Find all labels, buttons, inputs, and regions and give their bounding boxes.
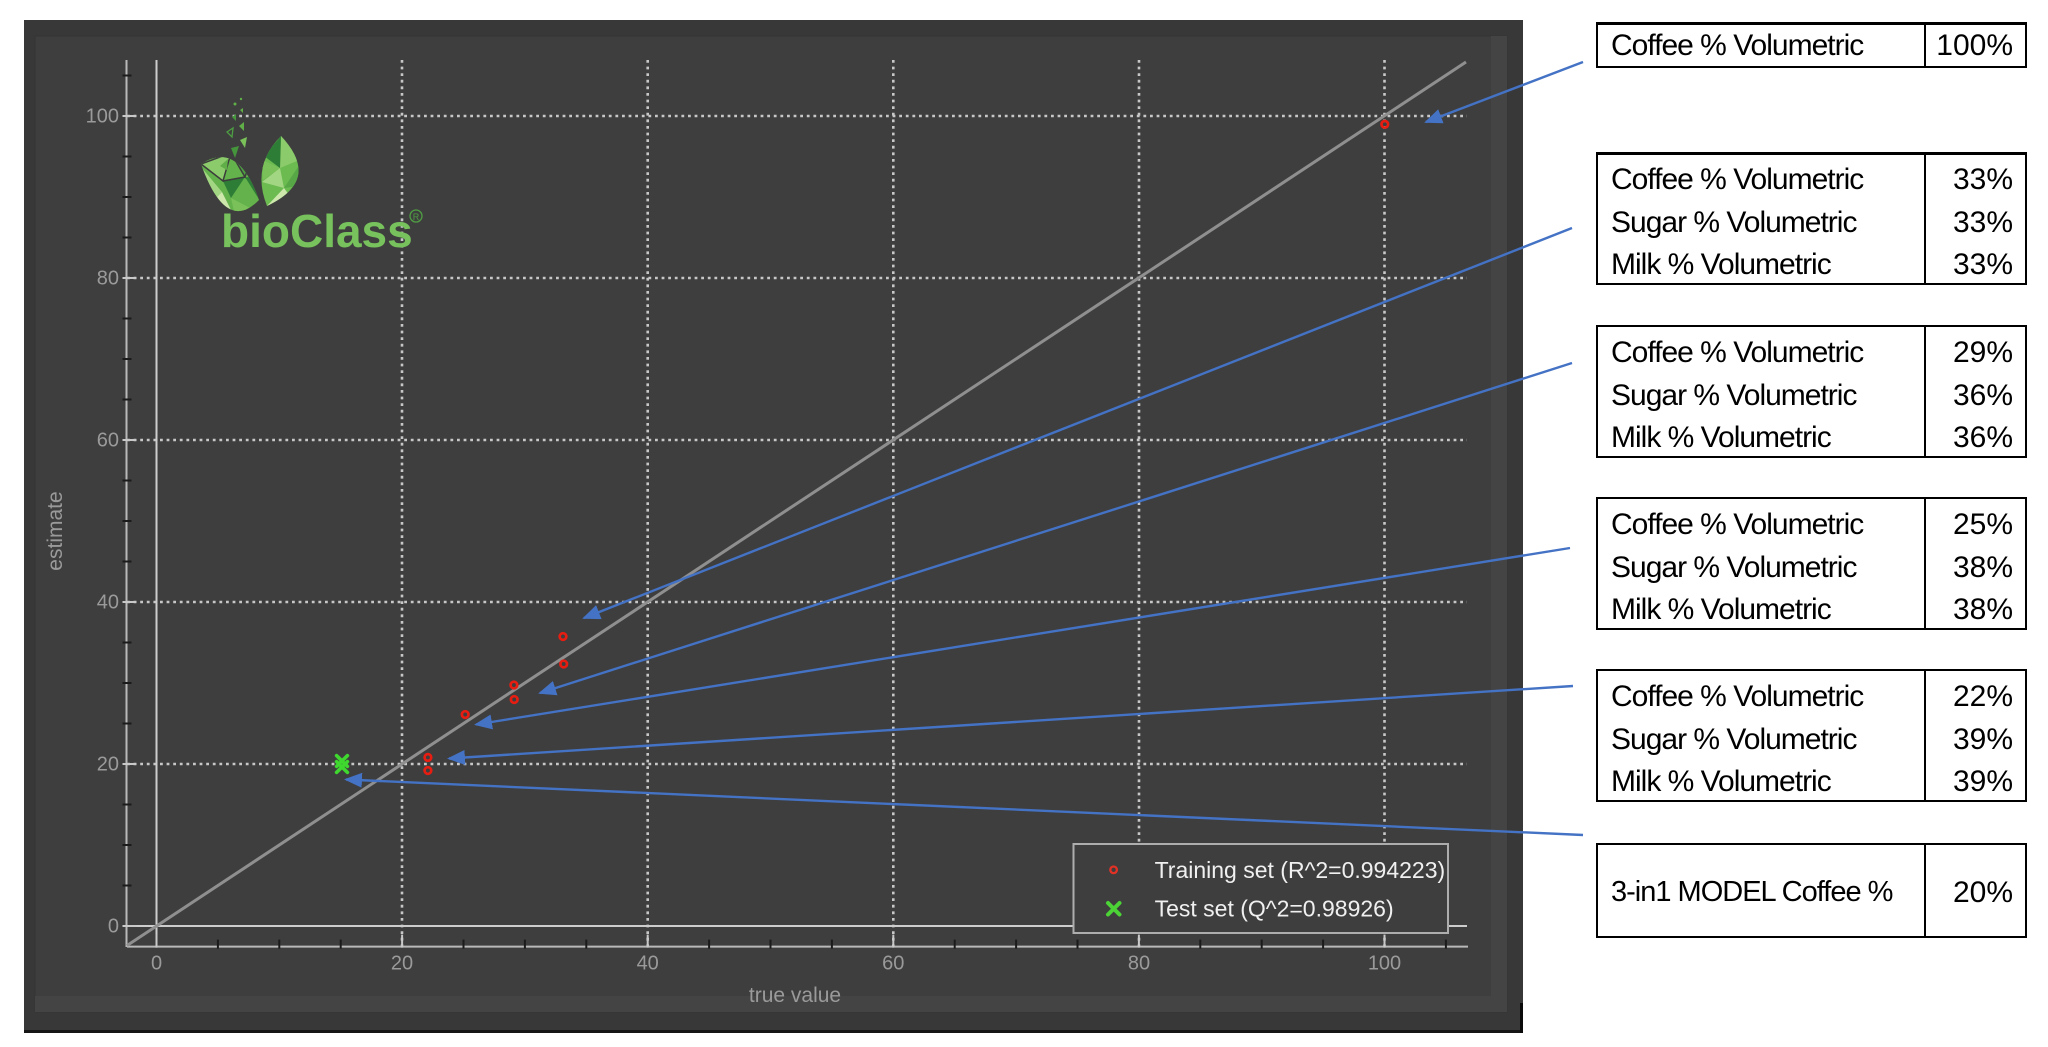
svg-text:60: 60 [97, 430, 119, 452]
svg-text:40: 40 [97, 592, 119, 614]
svg-text:20: 20 [391, 953, 413, 975]
svg-text:estimate: estimate [44, 491, 67, 570]
svg-text:0: 0 [108, 916, 119, 938]
svg-text:80: 80 [97, 268, 119, 290]
svg-text:0: 0 [151, 953, 162, 975]
svg-text:100: 100 [1368, 953, 1401, 975]
svg-text:40: 40 [637, 953, 659, 975]
svg-text:60: 60 [882, 953, 904, 975]
svg-text:bioClass: bioClass [221, 205, 413, 257]
svg-text:R: R [413, 212, 420, 222]
svg-text:20: 20 [97, 754, 119, 776]
svg-text:Training set (R^2=0.994223): Training set (R^2=0.994223) [1155, 857, 1446, 883]
svg-text:Test set (Q^2=0.98926): Test set (Q^2=0.98926) [1155, 896, 1394, 922]
svg-text:80: 80 [1128, 953, 1150, 975]
svg-text:true value: true value [749, 984, 841, 1007]
svg-text:100: 100 [86, 106, 119, 128]
